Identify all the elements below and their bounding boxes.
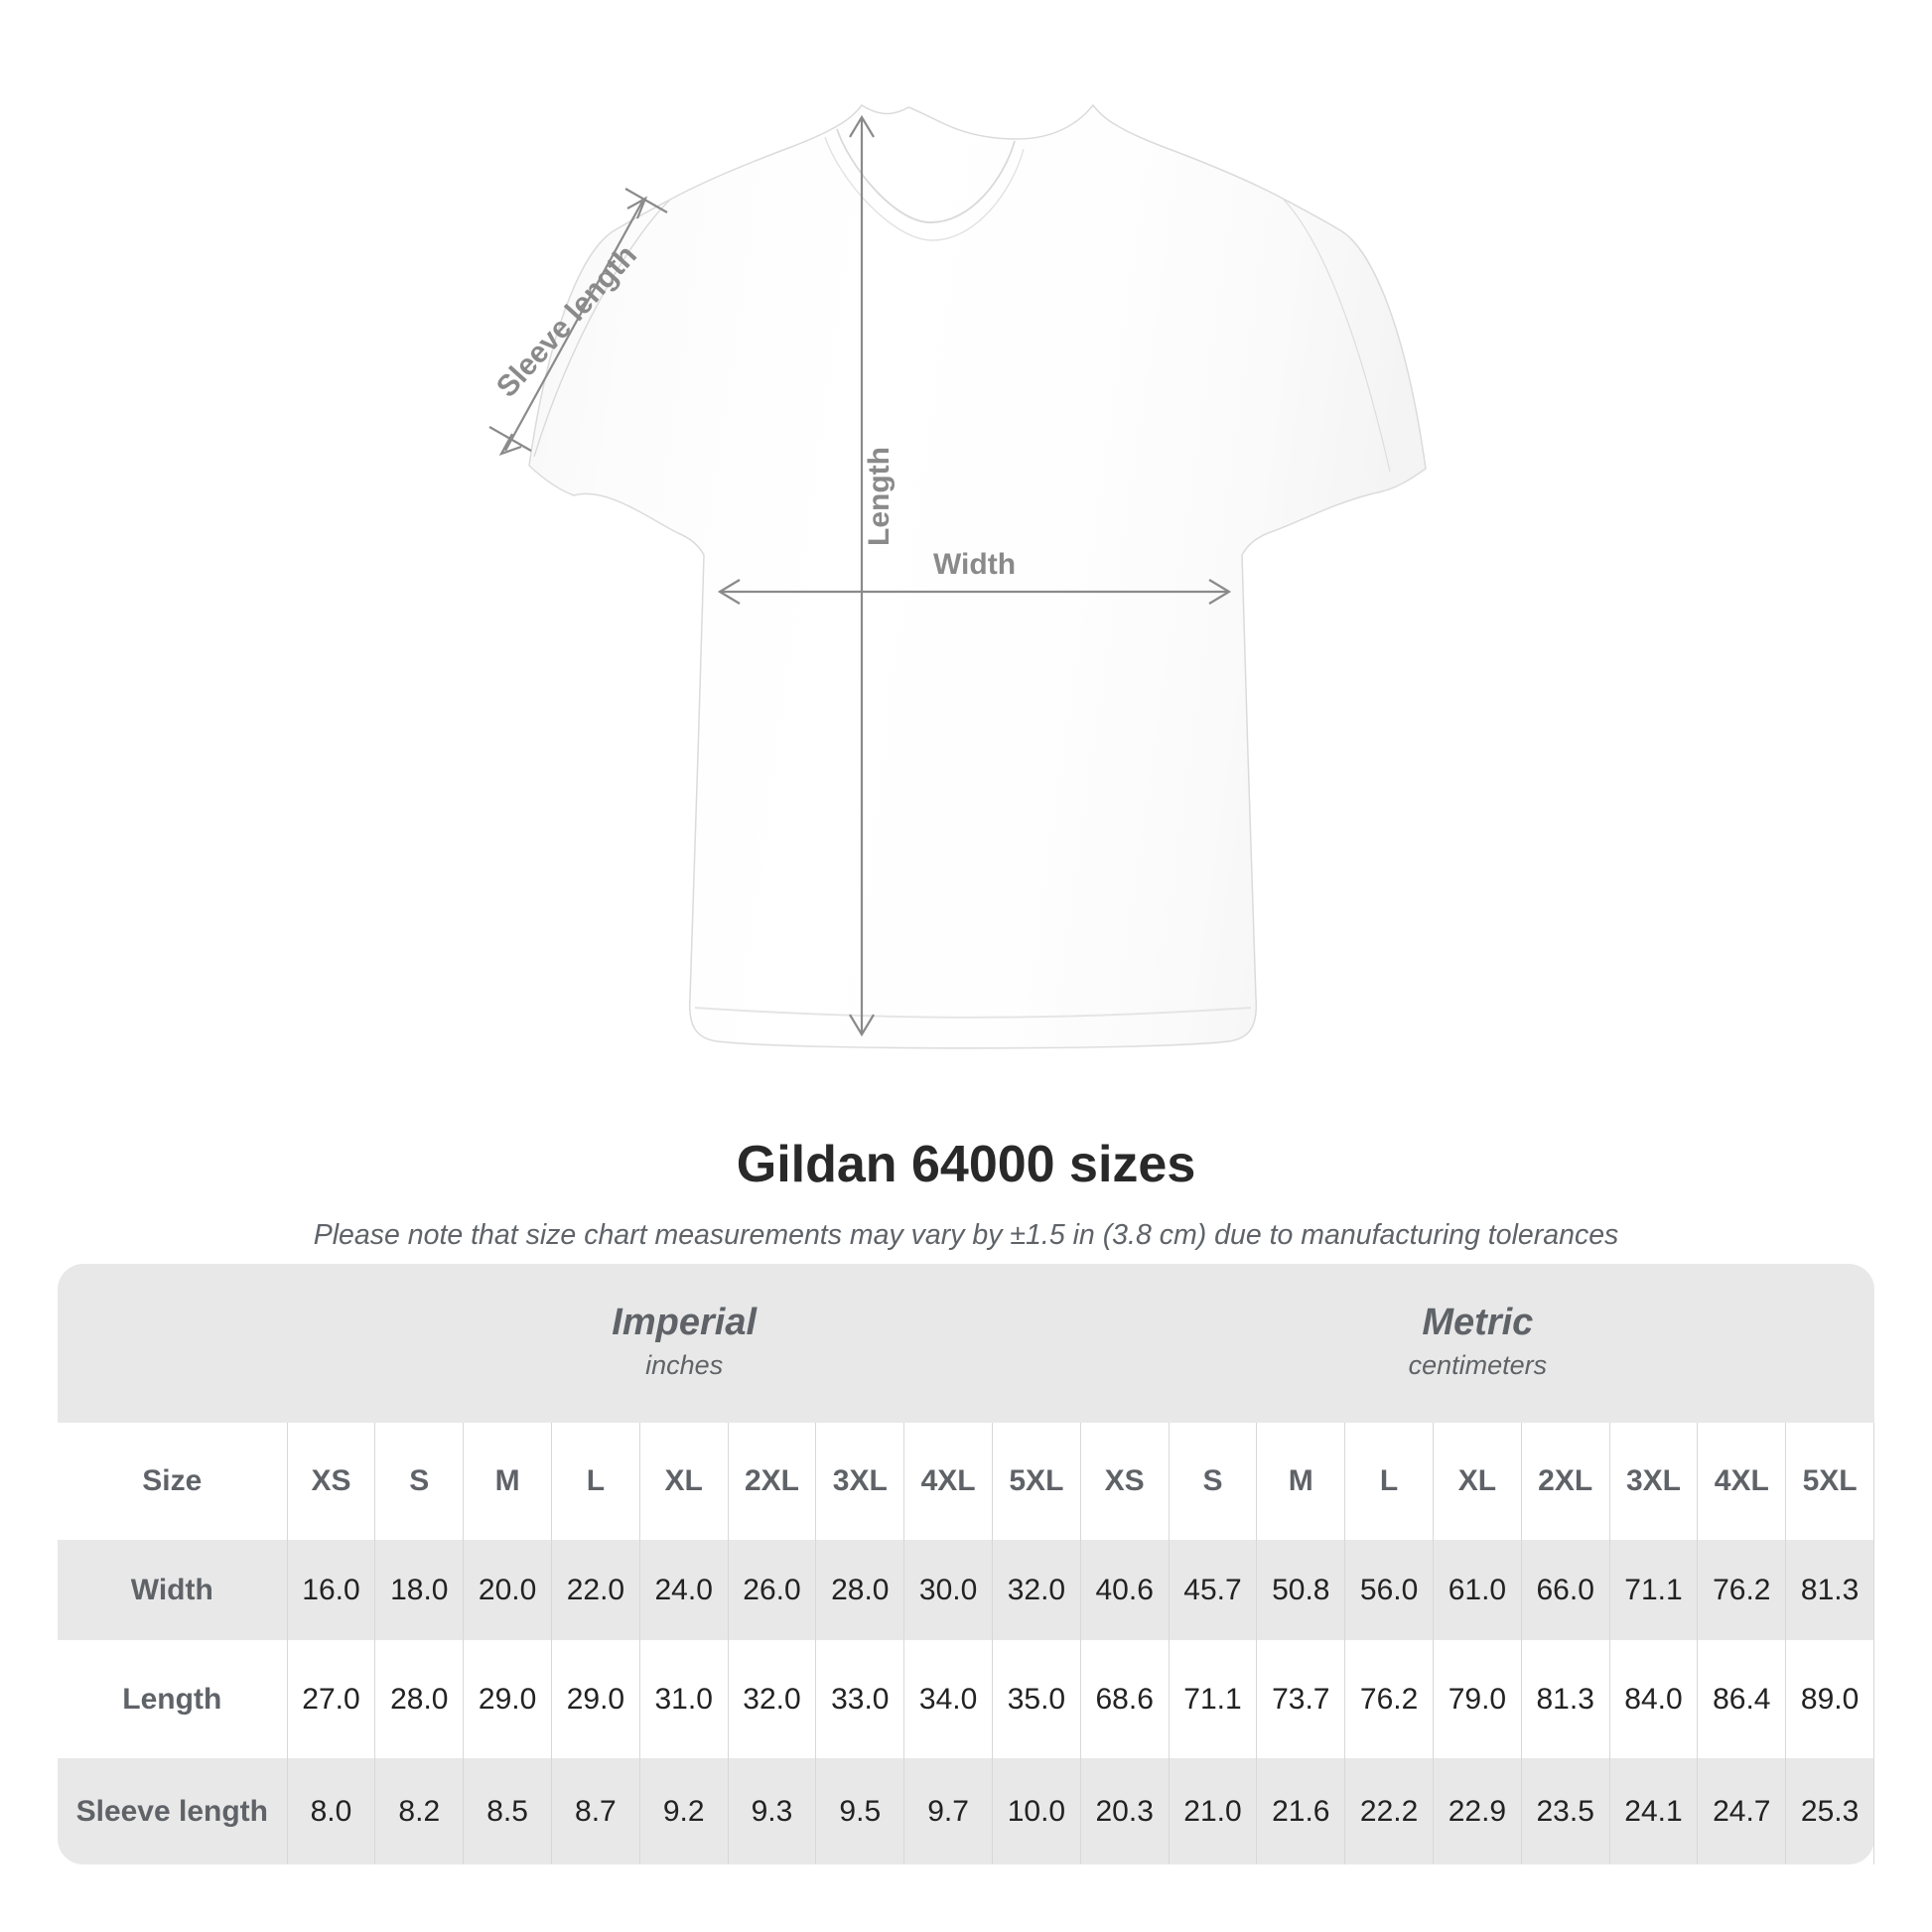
svg-text:Width: Width <box>933 548 1016 581</box>
svg-text:Length: Length <box>863 447 896 546</box>
